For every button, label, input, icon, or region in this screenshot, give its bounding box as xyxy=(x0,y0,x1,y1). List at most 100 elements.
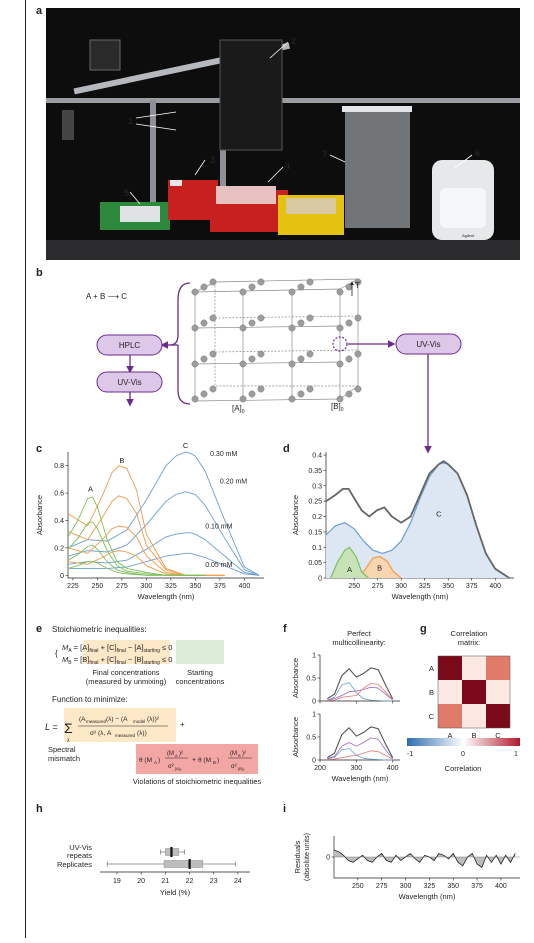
svg-text:+: + xyxy=(192,757,196,764)
grid-sample-points xyxy=(191,278,362,403)
svg-text:(λ) − (A: (λ) − (A xyxy=(106,716,128,723)
x-tick-label: 275 xyxy=(376,883,388,890)
col-label: A xyxy=(447,731,452,740)
svg-text:measured: measured xyxy=(115,733,136,738)
panel-h-label: h xyxy=(36,803,43,815)
measured-spectrum-line xyxy=(325,460,510,579)
grid-point xyxy=(239,324,247,332)
grid-point xyxy=(288,360,296,368)
component-label-b: B xyxy=(377,563,382,572)
svg-text:(M: (M xyxy=(230,751,237,757)
series-line xyxy=(67,521,206,576)
lab-photo: Agilent xyxy=(46,8,520,260)
x-tick-label: 23 xyxy=(210,878,218,885)
grid-point xyxy=(297,283,305,291)
svg-text:MA = [A]final + [C]final −: MA = [A]final + [C]final − [A]starting ≤… xyxy=(62,643,172,654)
y-tick-label: 0 xyxy=(312,758,316,765)
category-label: UV-Vis xyxy=(69,843,92,852)
grid-point xyxy=(200,390,208,398)
grid-point xyxy=(209,278,217,286)
series-line xyxy=(67,495,225,576)
panel-d-label: d xyxy=(283,443,290,455)
grid-point xyxy=(239,395,247,403)
grid-point xyxy=(257,278,265,286)
heatmap-cell xyxy=(462,680,486,704)
y-axis-title: Absorbance xyxy=(35,495,44,535)
svg-text:2: 2 xyxy=(291,36,296,46)
svg-text:UV-Vis: UV-Vis xyxy=(117,378,141,387)
panel-e-equations: Stoichiometric inequalities: { MA = [A]f… xyxy=(45,625,261,786)
svg-text:(M: (M xyxy=(167,751,174,757)
grid-point xyxy=(257,385,265,393)
series-line xyxy=(67,451,260,576)
axis-a-label: [A]0 xyxy=(232,404,245,415)
grid-point xyxy=(248,283,256,291)
spectral-mismatch-highlight xyxy=(64,708,176,742)
y-axis-title: Absorbance xyxy=(291,495,300,535)
colorbar-tick-label: 1 xyxy=(514,751,518,758)
series-line xyxy=(67,532,260,576)
svg-text:θ (M: θ (M xyxy=(139,757,152,764)
svg-text:5: 5 xyxy=(124,188,129,198)
svg-text:model: model xyxy=(133,719,145,724)
grid-point xyxy=(345,319,353,327)
svg-text:[A]₀: [A]₀ xyxy=(175,766,182,771)
svg-text:HPLC: HPLC xyxy=(119,341,141,350)
y-axis-title: Absorbance xyxy=(291,717,300,757)
conc-label-005: 0.05 mM xyxy=(205,562,232,569)
svg-text:4: 4 xyxy=(285,161,290,171)
x-tick-label: 250 xyxy=(92,583,104,590)
grid-point xyxy=(336,288,344,296)
grid-point xyxy=(354,278,362,286)
grid-point xyxy=(257,350,265,358)
category-label: Replicates xyxy=(57,860,92,869)
panel-f-title-2: multicollinearity: xyxy=(332,638,385,647)
svg-text:[B]₀: [B]₀ xyxy=(238,766,245,771)
minimize-title: Function to minimize: xyxy=(52,695,128,704)
x-tick-label: 200 xyxy=(314,765,326,772)
x-tick-label: 20 xyxy=(137,878,145,885)
heatmap-border xyxy=(437,655,511,729)
svg-text:)²: )² xyxy=(242,751,246,757)
y-tick-label: 0.1 xyxy=(312,545,322,552)
series-line xyxy=(67,491,260,576)
x-tick-label: 22 xyxy=(186,878,194,885)
chart-g-correlation-matrix: A A B B C C -1 0 1 xyxy=(407,655,518,758)
y-tick-label: 0.15 xyxy=(308,529,322,536)
y-tick-label: 0 xyxy=(318,576,322,583)
panel-g-title-2: matrix: xyxy=(458,638,481,647)
x-tick-label: 250 xyxy=(352,883,364,890)
mismatch-label: mismatch xyxy=(48,754,80,763)
peak-label-c: C xyxy=(183,441,189,450)
chart-h-yield-boxplot: 19 20 21 22 23 24 Yield (%) UV-VisrepeatsReplic… xyxy=(57,843,250,897)
svg-text:σ²: σ² xyxy=(231,764,237,770)
x-tick-label: 24 xyxy=(234,878,242,885)
y-tick-label: 0 xyxy=(312,699,316,706)
x-axis-title: Yield (%) xyxy=(160,888,191,897)
x-tick-label: 400 xyxy=(495,883,507,890)
axis-b-label: [B]0 xyxy=(331,402,344,413)
axis-t-label: T xyxy=(355,281,360,290)
spectrum-line xyxy=(327,748,393,761)
category-label: repeats xyxy=(67,851,92,860)
y-tick-label: 0 xyxy=(60,573,64,580)
svg-text:): ) xyxy=(217,757,219,764)
grid-point xyxy=(191,288,199,296)
series-line xyxy=(67,561,206,576)
svg-text:A: A xyxy=(175,753,178,758)
spectrum-line xyxy=(327,682,393,702)
peak-label-a: A xyxy=(88,485,93,494)
grid-point xyxy=(200,283,208,291)
svg-text:θ (M: θ (M xyxy=(198,757,211,764)
x-tick-label: 19 xyxy=(113,878,121,885)
median-marker xyxy=(170,847,173,857)
svg-text:MB = [B]final + [C]final −: MB = [B]final + [C]final − [B]starting ≤… xyxy=(62,655,172,666)
panel-f-title-1: Perfect xyxy=(347,629,372,638)
stoich-title: Stoichiometric inequalities: xyxy=(52,625,147,634)
panel-f-label: f xyxy=(283,623,287,635)
colorbar-tick-label: 0 xyxy=(461,751,465,758)
x-tick-label: 275 xyxy=(372,583,384,590)
series-line xyxy=(67,550,225,576)
selected-sample-marker xyxy=(332,336,348,352)
